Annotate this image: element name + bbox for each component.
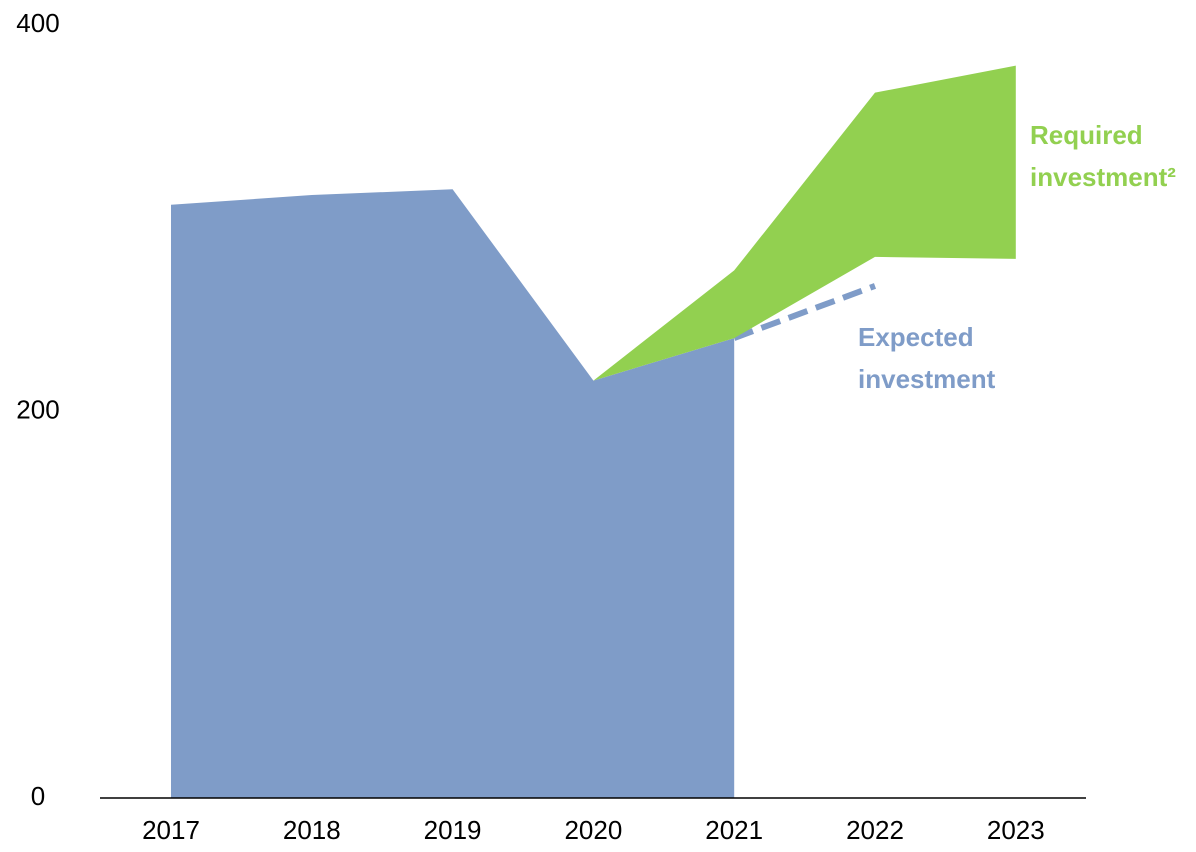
band-area	[593, 65, 1016, 381]
x-tick-label: 2021	[705, 815, 763, 845]
y-tick-label: 200	[16, 394, 59, 424]
expected-label: Expected investment	[858, 322, 996, 394]
y-tick-label: 400	[16, 8, 59, 38]
x-tick-label: 2022	[846, 815, 904, 845]
area	[171, 189, 735, 798]
y-tick-label: 0	[31, 781, 45, 811]
x-tick-label: 2018	[283, 815, 341, 845]
x-tick-label: 2023	[987, 815, 1045, 845]
x-tick-label: 2019	[424, 815, 482, 845]
x-tick-label: 2020	[564, 815, 622, 845]
x-tick-label: 2017	[142, 815, 200, 845]
required-label: Required investment²	[1030, 120, 1176, 192]
dashed-line	[733, 283, 877, 341]
